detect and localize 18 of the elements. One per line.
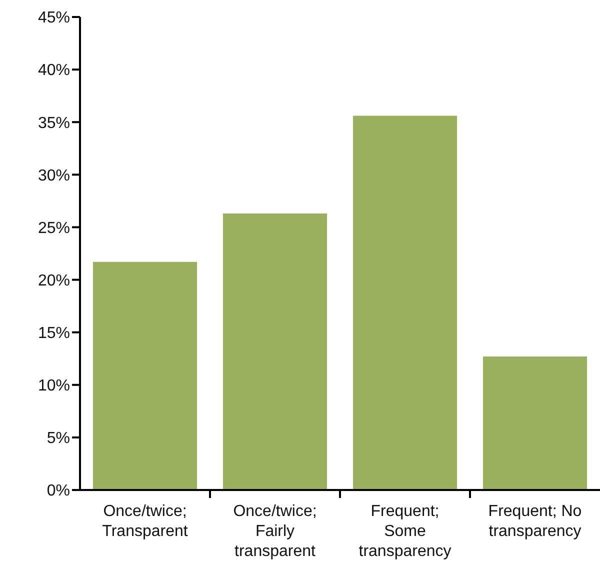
y-tick-label: 30%	[38, 167, 70, 184]
x-tick-label: Once/twice; Transparent	[102, 503, 188, 540]
y-tick-label: 40%	[38, 62, 70, 80]
bar	[353, 116, 457, 490]
y-tick-label: 20%	[38, 272, 70, 290]
y-tick-label: 35%	[38, 114, 70, 132]
x-tick-label: Frequent; No transparency	[488, 503, 582, 540]
x-tick-label: Frequent; Some transparency	[358, 503, 452, 560]
y-tick-label: 25%	[38, 220, 70, 237]
y-tick-label: 0%	[46, 482, 70, 500]
y-tick-label: 15%	[38, 325, 70, 342]
y-tick-label: 45%	[38, 10, 70, 27]
bar	[483, 356, 587, 490]
x-tick-label: Once/twice; Fairly transparent	[233, 503, 317, 560]
y-tick-label: 10%	[38, 378, 70, 395]
y-tick-label: 5%	[46, 430, 70, 448]
bar	[223, 214, 327, 490]
bar	[93, 262, 197, 490]
